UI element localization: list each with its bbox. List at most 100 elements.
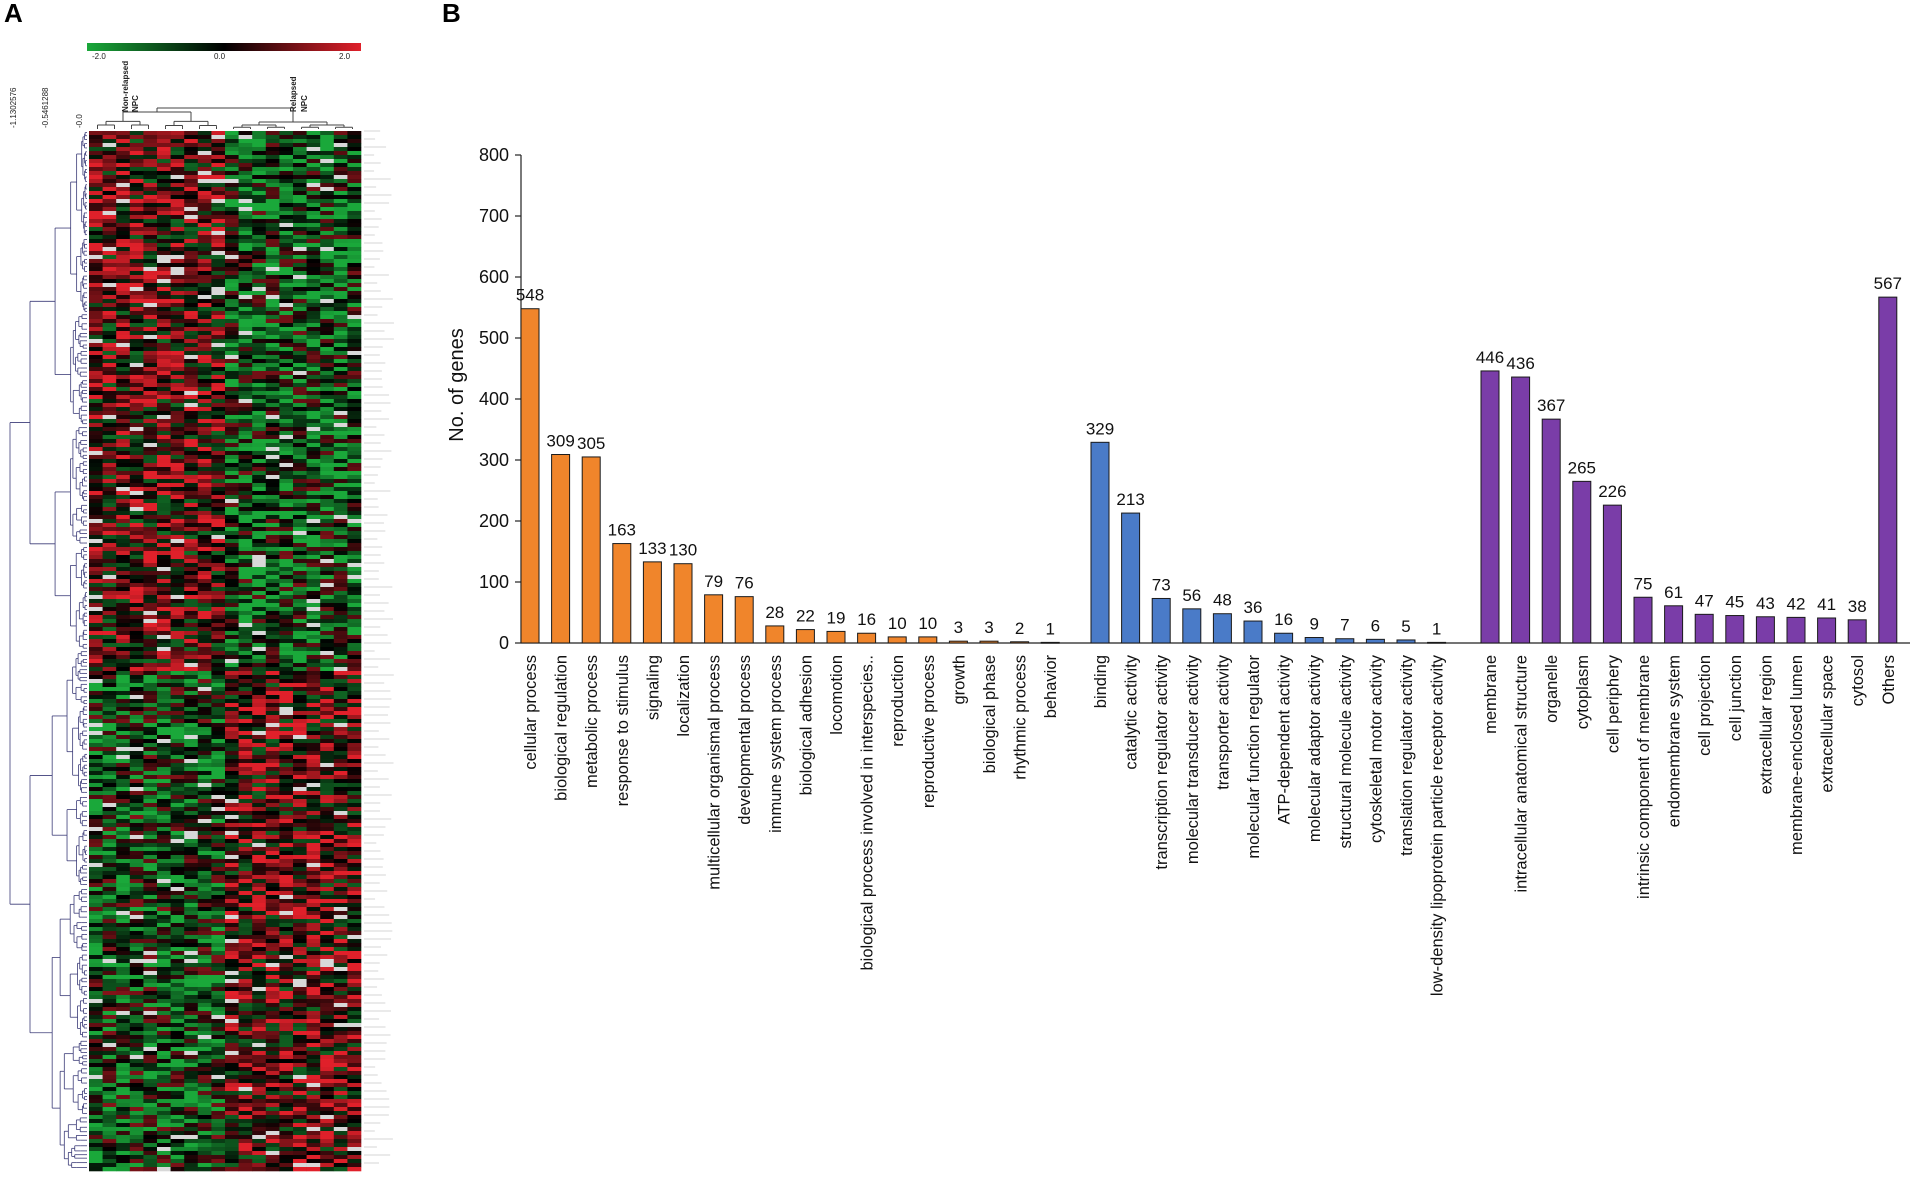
heatmap-cell xyxy=(306,711,321,716)
heatmap-cell xyxy=(157,611,171,616)
heatmap-cell xyxy=(116,639,131,644)
heatmap-cell xyxy=(293,779,307,784)
heatmap-cell xyxy=(347,159,362,164)
heatmap-cell xyxy=(252,855,267,860)
heatmap-cell xyxy=(306,763,321,768)
heatmap-cell xyxy=(116,427,131,432)
heatmap-cell xyxy=(184,659,199,664)
heatmap-cell xyxy=(184,719,199,724)
heatmap-cell xyxy=(89,563,103,568)
heatmap-cell xyxy=(170,815,185,820)
heatmap-cell xyxy=(197,859,212,864)
heatmap-cell xyxy=(225,887,239,892)
heatmap-cell xyxy=(225,155,239,160)
heatmap-cell xyxy=(129,667,144,672)
heatmap-cell xyxy=(102,483,117,488)
heatmap-cell xyxy=(184,687,199,692)
heatmap-cell xyxy=(320,771,335,776)
heatmap-cell xyxy=(157,495,171,500)
heatmap-cell xyxy=(197,411,212,416)
heatmap-cell xyxy=(293,711,307,716)
heatmap-cell xyxy=(252,907,267,912)
heatmap-cell xyxy=(211,363,226,368)
heatmap-cell xyxy=(293,363,307,368)
heatmap-cell xyxy=(252,747,267,752)
heatmap-cell xyxy=(184,319,199,324)
heatmap-cell xyxy=(320,723,335,728)
heatmap-cell xyxy=(170,851,185,856)
heatmap-cell xyxy=(197,607,212,612)
heatmap-cell xyxy=(211,211,226,216)
heatmap-cell xyxy=(157,207,171,212)
heatmap-cell xyxy=(306,195,321,200)
heatmap-cell xyxy=(170,795,185,800)
heatmap-cell xyxy=(279,759,294,764)
heatmap-cell xyxy=(143,731,158,736)
heatmap-cell xyxy=(89,219,103,224)
heatmap-cell xyxy=(143,507,158,512)
heatmap-cell xyxy=(320,751,335,756)
heatmap-cell xyxy=(211,903,226,908)
heatmap-cell xyxy=(184,751,199,756)
heatmap-cell xyxy=(211,375,226,380)
heatmap-cell xyxy=(306,227,321,232)
heatmap-cell xyxy=(333,755,348,760)
heatmap-cell xyxy=(293,831,307,836)
heatmap-cell xyxy=(116,471,131,476)
heatmap-cell xyxy=(265,303,280,308)
heatmap-cell xyxy=(333,139,348,144)
heatmap-cell xyxy=(102,403,117,408)
heatmap-cell xyxy=(293,655,307,660)
heatmap-cell xyxy=(320,223,335,228)
heatmap-cell xyxy=(157,563,171,568)
heatmap-cell xyxy=(279,191,294,196)
heatmap-cell xyxy=(116,567,131,572)
heatmap-cell xyxy=(306,651,321,656)
heatmap-cell xyxy=(197,839,212,844)
heatmap-cell xyxy=(129,543,144,548)
heatmap-cell xyxy=(211,451,226,456)
heatmap-cell xyxy=(279,359,294,364)
heatmap-cell xyxy=(89,179,103,184)
heatmap-cell xyxy=(143,903,158,908)
heatmap-cell xyxy=(320,887,335,892)
heatmap-cell xyxy=(116,159,131,164)
heatmap-cell xyxy=(116,367,131,372)
heatmap-cell xyxy=(306,431,321,436)
heatmap-cell xyxy=(116,707,131,712)
heatmap-cell xyxy=(333,435,348,440)
heatmap-cell xyxy=(238,519,253,524)
heatmap-cell xyxy=(157,895,171,900)
heatmap-cell xyxy=(143,223,158,228)
heatmap-cell xyxy=(265,379,280,384)
heatmap-cell xyxy=(129,831,144,836)
heatmap-cell xyxy=(170,867,185,872)
heatmap-cell xyxy=(184,339,199,344)
heatmap-cell xyxy=(102,443,117,448)
heatmap-cell xyxy=(184,803,199,808)
heatmap-cell xyxy=(197,167,212,172)
heatmap-cell xyxy=(279,603,294,608)
heatmap-cell xyxy=(293,743,307,748)
heatmap-cell xyxy=(238,263,253,268)
heatmap-cell xyxy=(333,579,348,584)
heatmap-cell xyxy=(225,499,239,504)
heatmap-cell xyxy=(333,459,348,464)
heatmap-cell xyxy=(129,319,144,324)
heatmap-cell xyxy=(116,443,131,448)
heatmap-cell xyxy=(252,483,267,488)
heatmap-cell xyxy=(238,859,253,864)
heatmap-cell xyxy=(143,771,158,776)
heatmap-cell xyxy=(143,671,158,676)
heatmap-cell xyxy=(197,699,212,704)
heatmap-cell xyxy=(279,671,294,676)
heatmap-cell xyxy=(333,895,348,900)
heatmap-cell xyxy=(225,667,239,672)
heatmap-cell xyxy=(252,883,267,888)
heatmap-cell xyxy=(347,655,362,660)
heatmap-cell xyxy=(265,223,280,228)
heatmap-cell xyxy=(170,879,185,884)
heatmap-cell xyxy=(252,283,267,288)
heatmap-cell xyxy=(279,807,294,812)
heatmap-cell xyxy=(293,503,307,508)
